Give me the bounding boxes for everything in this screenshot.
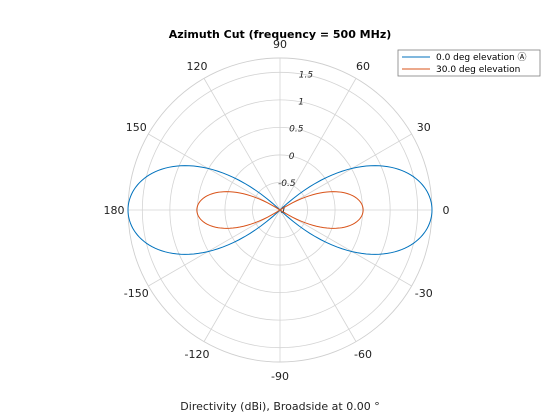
radial-tick-label-3: 0.5	[289, 125, 304, 135]
series-layer	[127, 165, 433, 255]
radial-tick-label-4: 1	[298, 98, 304, 108]
grid-spoke-11	[279, 209, 412, 287]
angle-tick-label-3: 0	[443, 204, 450, 217]
legend-entry-1: 30.0 deg elevation	[436, 65, 520, 75]
radial-tick-label-1: -0.5	[278, 179, 296, 189]
legend-box	[397, 49, 541, 77]
series-line-1	[196, 191, 364, 229]
grid-spoke-8	[203, 209, 281, 342]
grid-spoke-4	[203, 78, 281, 211]
angle-tick-label-1: 60	[356, 60, 370, 73]
grid-spoke-7	[148, 209, 281, 287]
angle-tick-label-6: -90	[271, 370, 289, 383]
series-line-0	[127, 165, 433, 255]
angle-tick-label-11: 120	[187, 60, 208, 73]
grid-spoke-1	[279, 133, 412, 211]
x-axis-label: Directivity (dBi), Broadside at 0.00 °	[180, 400, 379, 413]
angle-tick-label-8: -150	[124, 287, 149, 300]
legend: 0.0 deg elevation Ⓐ 30.0 deg elevation	[397, 49, 541, 77]
radial-tick-label-2: 0	[289, 152, 295, 162]
grid-spoke-5	[148, 133, 281, 211]
radial-tick-label-5: 1.5	[299, 70, 314, 80]
angle-tick-label-5: -60	[354, 348, 372, 361]
angle-tick-label-0: 90	[273, 38, 287, 51]
chart-title: Azimuth Cut (frequency = 500 MHz)	[169, 28, 392, 41]
angle-tick-labels: 90 60 30 0 -30 -60 -90 -120 -150 180 150 120	[104, 38, 450, 383]
legend-entry-0: 0.0 deg elevation Ⓐ	[436, 52, 527, 63]
angle-tick-label-9: 180	[104, 204, 125, 217]
angle-tick-label-4: -30	[415, 287, 433, 300]
grid-spoke-2	[279, 78, 357, 211]
angle-tick-label-2: 30	[417, 121, 431, 134]
grid-spoke-10	[279, 209, 357, 342]
angle-tick-label-7: -120	[185, 348, 210, 361]
angle-tick-label-10: 150	[126, 121, 147, 134]
